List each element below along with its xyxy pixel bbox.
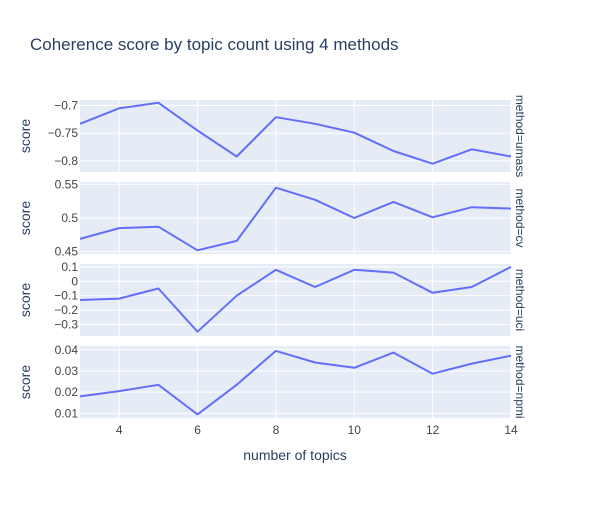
series-line (79, 266, 512, 333)
x-axis-title: number of topics (243, 447, 347, 463)
facet-panel-method-npmi: 0.04 0.03 0.02 0.01 score method=npmi (17, 343, 527, 421)
y-tick-label: 0.55 (55, 177, 79, 191)
y-axis-title: score (17, 119, 33, 153)
y-tick-label: −0.7 (54, 99, 78, 113)
y-tick-label: 0.1 (61, 260, 78, 274)
facet-panel-method-cv: 0.45 0.5 0.55 score method=cv (17, 177, 527, 258)
y-tick-label: −0.75 (48, 126, 79, 140)
y-tick-label: 0.01 (55, 406, 79, 420)
facet-label: method=uci (513, 269, 527, 331)
series-line (79, 186, 512, 252)
facet-panel-method-umass: −0.7 −0.75 −0.8 score method=umass (17, 95, 527, 177)
y-tick-label: −0.3 (54, 317, 78, 331)
x-tick-label: 4 (116, 423, 123, 437)
y-tick-label: −0.2 (54, 303, 78, 317)
y-tick-label: 0.03 (55, 364, 79, 378)
x-tick-label: 8 (273, 423, 280, 437)
chart-title: Coherence score by topic count using 4 m… (30, 35, 399, 54)
y-axis-title: score (17, 201, 33, 235)
y-tick-label: 0 (71, 274, 78, 288)
y-tick-label: −0.1 (54, 289, 78, 303)
x-axis: 4 6 8 10 12 14 (116, 423, 518, 437)
facet-label: method=npmi (513, 345, 527, 418)
series-line (79, 349, 512, 416)
y-tick-label: 0.02 (55, 385, 79, 399)
facet-label: method=umass (513, 95, 527, 177)
y-tick-label: −0.8 (54, 154, 78, 168)
facet-label: method=cv (513, 188, 527, 247)
x-tick-label: 10 (348, 423, 362, 437)
plot-background (80, 100, 511, 172)
plot-background (80, 264, 511, 336)
y-axis-title: score (17, 365, 33, 399)
y-tick-label: 0.04 (55, 343, 79, 357)
x-tick-label: 6 (194, 423, 201, 437)
series-line (79, 101, 512, 165)
y-tick-label: 0.5 (61, 211, 78, 225)
x-tick-label: 12 (426, 423, 440, 437)
y-tick-label: 0.45 (55, 245, 79, 259)
y-axis-title: score (17, 283, 33, 317)
x-tick-label: 14 (504, 423, 518, 437)
plot-background (80, 346, 511, 418)
facet-panel-method-uci: 0.10−0.1−0.2−0.3 score method=uci (17, 260, 527, 336)
